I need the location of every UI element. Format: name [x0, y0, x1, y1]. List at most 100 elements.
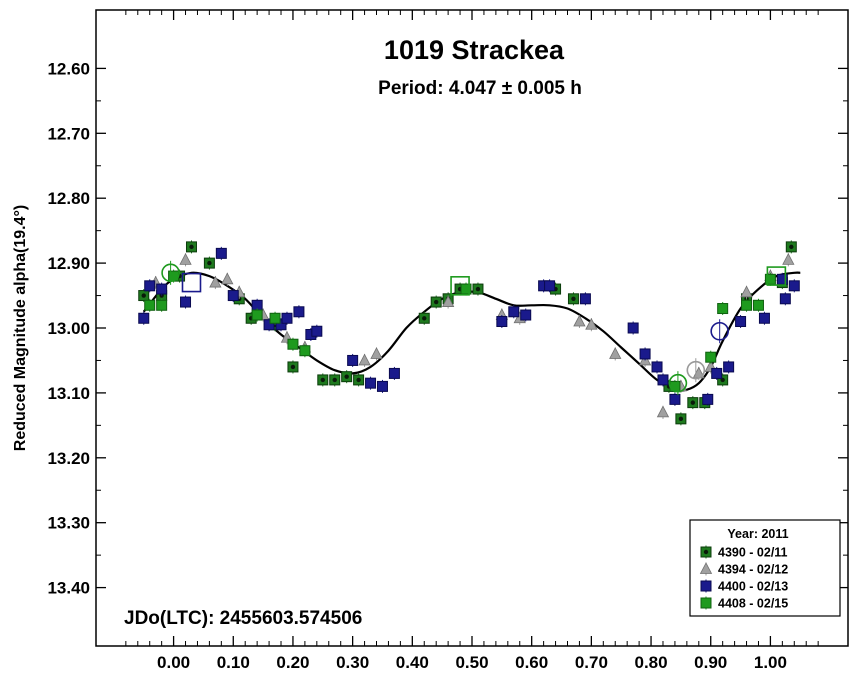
data-point [651, 360, 663, 374]
center-dot [141, 293, 146, 298]
data-point [227, 289, 239, 303]
data-point [758, 311, 770, 325]
x-tick-label: 0.70 [575, 653, 608, 672]
data-points-layer [138, 240, 800, 426]
data-point [329, 373, 341, 387]
square-marker [788, 280, 800, 292]
data-point [180, 295, 192, 309]
data-point [179, 252, 192, 267]
square-marker [508, 306, 520, 318]
y-tick-label: 13.20 [47, 449, 90, 468]
triangle-marker [441, 295, 455, 307]
center-dot [332, 377, 337, 383]
square-marker [579, 293, 591, 305]
square-marker [669, 393, 681, 405]
data-point [138, 289, 150, 303]
data-point [441, 295, 455, 309]
triangle-marker [782, 252, 795, 265]
square-marker [281, 312, 293, 324]
data-point [209, 275, 222, 290]
data-point [221, 272, 234, 286]
legend: Year: 2011 4390 - 02/11 4394 - 02/12 4400 … [689, 519, 841, 617]
data-point [669, 392, 681, 406]
triangle-marker [370, 347, 383, 359]
chart-subtitle: Period: 4.047 ± 0.005 h [378, 78, 582, 99]
triangle-marker [585, 317, 598, 330]
square-marker [544, 280, 556, 292]
legend-label: 4408 - 02/15 [718, 597, 788, 611]
square-marker [711, 367, 723, 379]
data-point [215, 246, 227, 260]
data-point [544, 279, 556, 293]
square-marker [144, 299, 156, 311]
x-tick-label: 0.30 [336, 653, 369, 672]
y-tick-label: 13.00 [47, 319, 90, 338]
data-point [639, 347, 651, 361]
legend-label: 4400 - 02/13 [718, 580, 788, 594]
x-tick-label: 0.40 [396, 653, 429, 672]
center-dot [433, 299, 439, 305]
data-point [520, 308, 532, 322]
legend-label: 4394 - 02/12 [718, 563, 788, 577]
x-tick-label: 0.60 [515, 653, 548, 672]
square-marker [227, 290, 239, 302]
data-point [287, 360, 299, 374]
square-marker [700, 597, 712, 609]
data-point [275, 318, 287, 332]
legend-title: Year: 2011 [727, 527, 788, 541]
triangle-marker [358, 353, 371, 366]
legend-marker [700, 545, 712, 559]
triangle-marker [656, 405, 670, 418]
data-point [156, 282, 168, 296]
data-point [251, 308, 263, 322]
center-dot [789, 244, 794, 250]
legend-entries: 4390 - 02/11 4394 - 02/12 4400 - 02/13 4408… [699, 545, 788, 611]
square-marker [496, 316, 508, 328]
data-point [717, 302, 729, 316]
square-marker [741, 299, 753, 311]
center-dot [678, 416, 684, 422]
highlight-square [181, 272, 202, 293]
data-point [293, 305, 305, 319]
data-point [317, 373, 329, 387]
square-marker [779, 293, 791, 305]
square-marker [275, 319, 287, 331]
legend-marker [700, 579, 712, 593]
square-marker [299, 345, 311, 357]
square-marker [269, 312, 281, 324]
data-point [358, 353, 371, 367]
square-marker [251, 309, 263, 321]
data-point [299, 344, 311, 358]
x-tick-label: 0.00 [157, 653, 190, 672]
data-point [353, 373, 365, 387]
data-point [723, 360, 735, 374]
center-dot [320, 377, 325, 383]
data-point [144, 298, 156, 312]
legend-label: 4390 - 02/11 [718, 546, 788, 560]
square-marker [752, 299, 764, 311]
square-marker [376, 380, 388, 392]
x-tick-label: 1.00 [754, 653, 787, 672]
square-marker [263, 319, 275, 331]
square-marker [700, 580, 712, 592]
data-point [785, 240, 797, 254]
center-dot [290, 364, 296, 370]
data-point [705, 350, 717, 364]
center-dot [571, 296, 576, 301]
data-point [779, 292, 791, 306]
x-tick-label: 0.80 [635, 653, 668, 672]
data-point [144, 279, 156, 293]
square-marker [388, 367, 400, 379]
x-tick-label: 0.10 [217, 653, 250, 672]
center-dot [690, 400, 696, 405]
center-dot [422, 316, 427, 321]
data-point [741, 298, 753, 312]
epoch-annotation: JDo(LTC): 2455603.574506 [124, 608, 362, 629]
data-point [782, 252, 795, 267]
x-tick-label: 0.90 [694, 653, 727, 672]
data-point [656, 405, 670, 419]
y-tick-label: 12.80 [47, 189, 90, 208]
data-point [311, 324, 323, 338]
square-marker [651, 361, 663, 373]
data-point [752, 298, 764, 312]
